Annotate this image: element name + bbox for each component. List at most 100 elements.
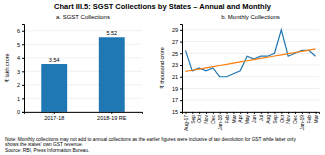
axis: 15 17 19 21 23 25 27 29 [172, 25, 183, 116]
tick: Jul [258, 112, 264, 121]
tick-mark [281, 112, 282, 114]
tick-label: Mar [313, 115, 319, 124]
bar [99, 37, 125, 112]
grid-line [182, 29, 319, 30]
tick-mark [274, 112, 275, 114]
grid-line [182, 65, 319, 66]
tick-mark [261, 112, 262, 114]
tick-mark [316, 112, 317, 114]
axis-line [180, 25, 183, 113]
tick-label: Dec [292, 114, 298, 123]
tick-mark [199, 112, 200, 114]
tick-mark [240, 112, 241, 114]
chart: Chart III.5: SGST Collections by States … [0, 0, 325, 155]
tick-mark [180, 53, 182, 54]
tick-label: 19 [172, 86, 178, 92]
tick-label: 6 [17, 28, 20, 34]
tick-label: Oct [196, 114, 202, 122]
tick: 29 [172, 27, 182, 33]
tick-label: 2 [17, 82, 20, 88]
tick-mark [22, 58, 24, 59]
tick-label: 29 [172, 27, 178, 33]
tick-mark [254, 112, 255, 114]
tick-mark [192, 112, 193, 114]
tick-label: 15 [172, 109, 178, 115]
tick-label: Aug-17 [183, 115, 189, 131]
tick-mark [180, 65, 182, 66]
tick: 2 [17, 82, 24, 88]
tick: Oct [279, 112, 285, 123]
tick-mark [180, 100, 182, 101]
tick-mark [288, 112, 289, 114]
tick: Dec [292, 112, 298, 124]
marks [185, 30, 315, 77]
axis-line [183, 112, 320, 114]
title: Chart III.5: SGST Collections by States … [54, 2, 272, 11]
tick-label: 0 [17, 109, 20, 115]
tick-label: 17 [172, 97, 178, 103]
line [185, 30, 315, 77]
tick-label: Nov [285, 114, 291, 123]
tick-label: Mar [231, 115, 237, 124]
tick: 6 [17, 28, 24, 34]
tick-label: 3 [17, 69, 20, 75]
tick-mark [185, 112, 186, 114]
tick: Sep [272, 112, 278, 124]
tick: 2017-18 [44, 112, 64, 121]
tick: Aug-17 [183, 112, 189, 131]
tick-label: Sep [272, 115, 278, 124]
tick: Jun [251, 112, 257, 123]
axis: 0 1 2 3 4 5 6 [17, 25, 25, 116]
tick: 21 [172, 74, 182, 80]
tick-label: May [244, 114, 250, 124]
tick: May [244, 112, 250, 124]
tick: Oct [196, 112, 202, 123]
grid-line [182, 100, 319, 101]
tick: 25 [172, 51, 182, 57]
grid [24, 31, 142, 112]
note: shows the states' own GST revenue. [5, 142, 83, 147]
tick-mark [180, 77, 182, 78]
tick-mark [22, 44, 24, 45]
grid [182, 30, 319, 112]
tick-label: Jan-18 [217, 115, 223, 131]
tick: Apr [237, 112, 243, 123]
tick: 15 [172, 109, 182, 115]
note: Note: Monthly collections may not add to… [5, 137, 296, 142]
axis-line [22, 25, 25, 113]
tick-mark [227, 112, 228, 114]
tick: 23 [172, 62, 182, 68]
grid-line [182, 41, 319, 42]
tick-label: Feb [306, 115, 312, 124]
note: Source: RBI, Press Information Bureau. [5, 148, 89, 153]
tick: 5 [17, 42, 24, 48]
tick-mark [22, 31, 24, 32]
grid-line [182, 88, 319, 89]
tick: 1 [17, 96, 24, 102]
tick-label: 2017-18 [44, 115, 64, 121]
tick: 27 [172, 39, 182, 45]
tick-label: 23 [172, 62, 178, 68]
tick: 2018-19 RE [97, 112, 127, 121]
tick-label: Oct [279, 114, 285, 122]
bar [41, 64, 67, 112]
tick-label: Jan-19 [299, 115, 305, 131]
tick: Mar [313, 112, 319, 124]
tick-label: 21 [172, 74, 178, 80]
panel: Aug-17SepOctNovDecJan-18FebMarAprMayJunJ… [159, 14, 320, 131]
chart-title: b. Monthly Collections [221, 14, 280, 20]
tick: Sep [190, 112, 196, 124]
tick: Jan-19 [299, 112, 305, 130]
tick-label: Aug [265, 115, 271, 124]
tick-label: 5 [17, 42, 20, 48]
tick-mark [22, 85, 24, 86]
tick-mark [22, 112, 24, 113]
axis-title: ₹ thousand crore [159, 47, 165, 89]
grid-line [182, 76, 319, 77]
tick-mark [180, 88, 182, 89]
tick: Nov [285, 112, 291, 124]
tick-label: Jul [258, 115, 264, 121]
tick-mark [54, 112, 55, 114]
tick: Dec [210, 112, 216, 124]
tick: 4 [17, 55, 24, 61]
